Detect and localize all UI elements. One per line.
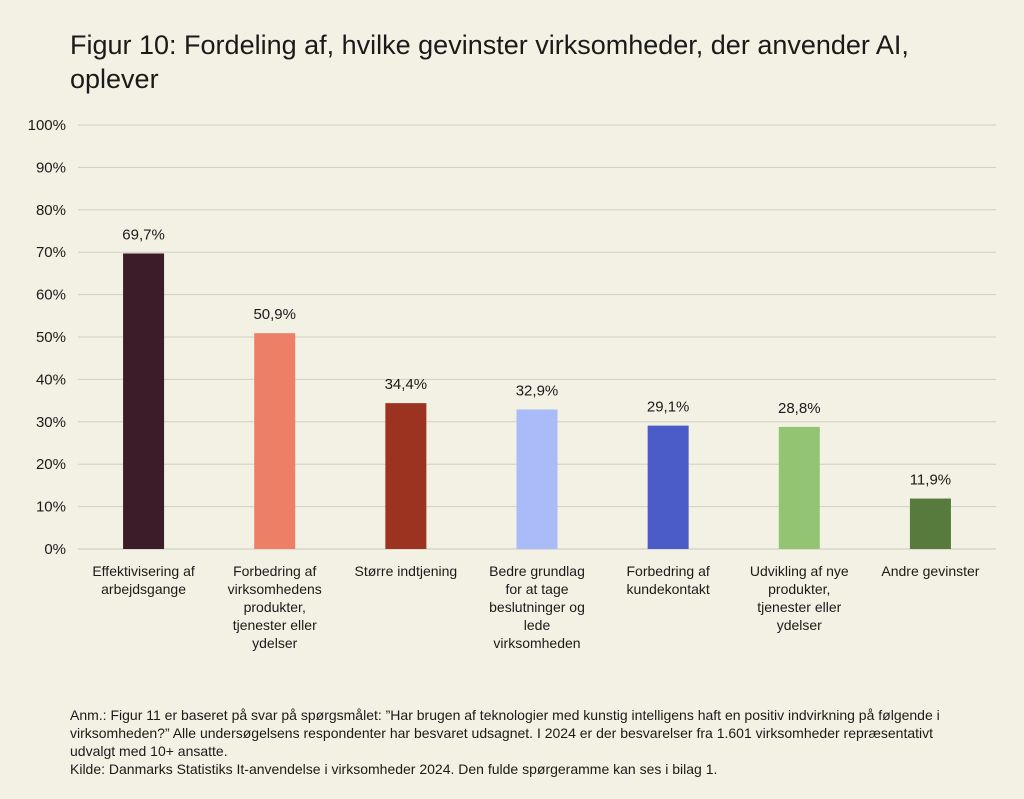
note-annotation: Anm.: Figur 11 er baseret på svar på spø… [70,707,940,759]
x-tick-label: Forbedring af [627,563,710,579]
data-label: 69,7% [122,226,165,243]
x-tick-label: tjenester eller [233,617,317,633]
y-tick-label: 10% [36,499,66,516]
x-tick-label: produkter, [768,581,830,597]
x-tick-label: produkter, [244,599,306,615]
bar [909,498,951,549]
y-tick-label: 40% [36,371,66,388]
y-tick-label: 70% [36,244,66,261]
y-tick-label: 90% [36,159,66,176]
chart-note: Anm.: Figur 11 er baseret på svar på spø… [70,706,970,778]
data-label: 32,9% [516,383,559,400]
note-source: Kilde: Danmarks Statistiks It-anvendelse… [70,761,718,777]
y-tick-label: 60% [36,287,66,304]
x-tick-label: ydelser [777,617,822,633]
x-tick-label: lede [524,617,551,633]
data-label: 11,9% [910,472,951,489]
x-tick-label: beslutninger og [489,599,585,615]
x-tick-label: Bedre grundlag [489,563,585,579]
bar [385,403,427,549]
data-label: 29,1% [647,399,690,416]
bar [254,333,296,549]
bar [123,253,165,550]
bar [516,409,558,549]
x-tick-label: kundekontakt [626,581,709,597]
data-label: 34,4% [385,376,428,393]
x-tick-label: Andre gevinster [881,563,979,579]
x-tick-label: tjenester eller [757,599,841,615]
data-label: 28,8% [778,400,821,417]
bar-chart: 0% 10% 20% 30% 40% 50% 60% 70% 80% 90% 100% 69,7% Ef… [28,117,996,651]
x-tick-label: arbejdsgange [101,581,186,597]
data-label: 50,9% [253,306,296,323]
y-tick-label: 50% [36,329,66,346]
chart-title: Figur 10: Fordeling af, hvilke gevinster… [70,30,909,94]
y-tick-label: 30% [36,414,66,431]
x-tick-label: virksomheden [493,635,580,651]
bar [647,425,689,549]
x-tick-label: virksomhedens [228,581,322,597]
x-tick-label: Effektivisering af [92,563,195,579]
x-tick-label: ydelser [252,635,297,651]
x-tick-label: for at tage [505,581,568,597]
x-tick-label: Større indtjening [354,563,457,579]
y-tick-label: 80% [36,202,66,219]
x-tick-label: Udvikling af nye [750,563,849,579]
y-tick-label: 100% [28,117,66,134]
y-tick-label: 20% [36,456,66,473]
y-tick-label: 0% [44,541,66,558]
x-tick-label: Forbedring af [233,563,316,579]
bar [778,426,820,549]
